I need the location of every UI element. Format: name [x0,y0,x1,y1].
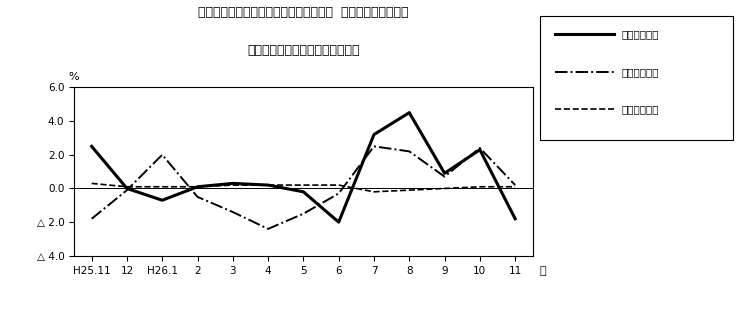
総実労働時間 [369,144,378,148]
総実労働時間 [123,188,132,192]
総実労働時間 [405,149,414,153]
現金給与総額 [123,187,132,190]
Text: 現金給与総額: 現金給与総額 [622,29,659,39]
常用雇用指数 [229,183,238,187]
総実労働時間 [440,175,449,178]
総実労働時間 [511,183,519,187]
総実労働時間 [263,227,272,231]
Line: 常用雇用指数: 常用雇用指数 [92,183,515,192]
常用雇用指数 [263,183,272,187]
総実労働時間 [87,217,96,221]
常用雇用指数 [475,185,484,189]
総実労働時間 [193,195,202,199]
現金給与総額 [334,220,343,224]
現金給与総額 [299,190,308,194]
Text: %: % [69,72,79,82]
現金給与総額 [87,144,96,148]
Text: 月: 月 [540,266,546,276]
常用雇用指数 [158,185,166,189]
常用雇用指数 [123,185,132,189]
現金給与総額 [193,185,202,189]
現金給与総額 [229,182,238,185]
総実労働時間 [158,153,166,157]
Text: 第４図　賃金、労働時間、常用雇用指数  対前年同月比の推移: 第４図 賃金、労働時間、常用雇用指数 対前年同月比の推移 [198,6,408,19]
現金給与総額 [440,171,449,175]
現金給与総額 [475,148,484,152]
常用雇用指数 [405,188,414,192]
Text: （規模５人以上　　調査産業計）: （規模５人以上 調査産業計） [247,44,360,57]
総実労働時間 [299,212,308,216]
現金給与総額 [405,111,414,115]
常用雇用指数 [193,185,202,189]
常用雇用指数 [334,183,343,187]
常用雇用指数 [440,187,449,190]
常用雇用指数 [87,182,96,185]
常用雇用指数 [299,183,308,187]
現金給与総額 [511,217,519,221]
Text: 常用雇用指数: 常用雇用指数 [622,104,659,114]
常用雇用指数 [369,190,378,194]
総実労働時間 [334,192,343,195]
常用雇用指数 [511,185,519,189]
総実労働時間 [229,210,238,214]
現金給与総額 [263,183,272,187]
現金給与総額 [369,133,378,136]
Line: 現金給与総額: 現金給与総額 [92,113,515,222]
総実労働時間 [475,146,484,150]
Text: 総実労働時間: 総実労働時間 [622,67,659,77]
Line: 総実労働時間: 総実労働時間 [92,146,515,229]
現金給与総額 [158,198,166,202]
